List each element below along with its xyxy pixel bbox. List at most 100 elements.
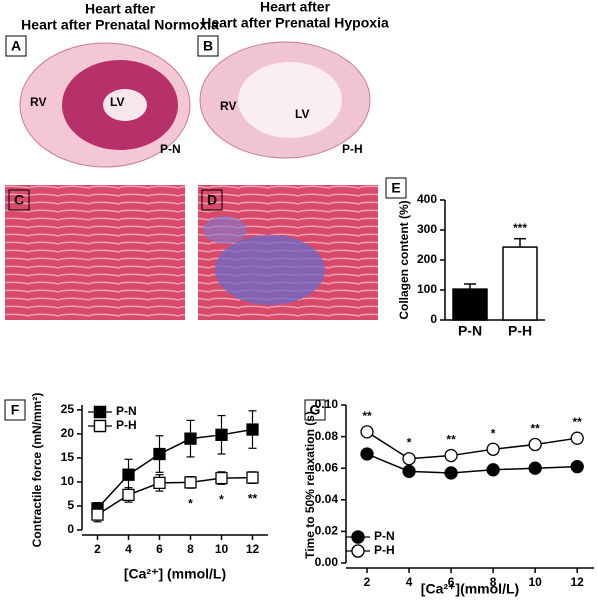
y-tick-label: 0 xyxy=(430,312,437,326)
data-point xyxy=(91,508,104,521)
x-tick-label: 2 xyxy=(364,575,371,589)
data-point xyxy=(402,452,416,466)
data-point xyxy=(528,437,542,452)
bar xyxy=(502,246,538,321)
series-line xyxy=(96,428,253,509)
x-tick-label: P-H xyxy=(508,323,532,339)
data-point xyxy=(360,447,374,461)
panel-letter: G xyxy=(310,402,321,418)
x-tick-label: 6 xyxy=(448,575,455,589)
region-label: LV xyxy=(110,95,124,109)
x-tick-label: 8 xyxy=(490,575,497,589)
ventricle xyxy=(238,62,342,138)
x-tick-label: P-N xyxy=(458,323,482,339)
group-label: P-N xyxy=(160,142,181,156)
ventricle xyxy=(103,89,147,121)
y-tick-label: 100 xyxy=(417,282,437,296)
panel-letter: C xyxy=(14,192,24,208)
x-tick-label: 10 xyxy=(215,542,229,556)
data-point xyxy=(184,476,197,489)
x-tick-label: 2 xyxy=(94,542,101,556)
panel-letter-box xyxy=(197,35,219,57)
panel-letter: B xyxy=(203,38,213,54)
legend-label: P-N xyxy=(116,404,137,418)
panel-letter-box xyxy=(385,177,407,199)
significance: ** xyxy=(248,492,258,506)
x-tick-label: 10 xyxy=(528,575,542,589)
x-tick-label: 4 xyxy=(406,575,413,589)
y-axis-label: Contractile force (mN/mm²) xyxy=(30,393,44,548)
x-axis-label: [Ca²⁺] (mmol/L) xyxy=(124,566,226,582)
panel-b: Heart after Heart after Prenatal Hypoxia… xyxy=(197,0,389,159)
panel-letter-box xyxy=(5,35,27,57)
significance: * xyxy=(219,492,224,506)
fibrosis-area xyxy=(203,216,247,244)
panel-letter: D xyxy=(207,192,217,208)
y-tick-label: 20 xyxy=(61,426,75,440)
data-point xyxy=(486,442,500,456)
data-point xyxy=(528,461,542,475)
x-tick-label: 8 xyxy=(187,542,194,556)
data-point xyxy=(444,448,458,463)
legend-marker xyxy=(351,530,365,544)
y-tick-label: 0.10 xyxy=(315,397,339,411)
region-label: LV xyxy=(295,107,309,121)
y-tick-label: 0.06 xyxy=(315,460,339,474)
panel-letter: E xyxy=(391,180,400,196)
data-point xyxy=(570,431,584,445)
panel-letter-box xyxy=(8,189,30,211)
y-tick-label: 10 xyxy=(61,474,75,488)
x-tick-label: 12 xyxy=(571,575,585,589)
legend-marker xyxy=(93,419,107,433)
panel-a: Heart after Heart after Prenatal Normoxi… xyxy=(5,1,219,168)
panel-letter-box xyxy=(4,399,26,421)
significance: * xyxy=(407,436,412,450)
data-point xyxy=(153,476,166,490)
data-point xyxy=(215,428,228,441)
significance: * xyxy=(188,496,193,510)
data-point xyxy=(122,468,135,481)
y-tick-label: 0 xyxy=(67,522,74,536)
legend-label: P-H xyxy=(116,418,137,432)
legend-label: P-H xyxy=(374,543,395,557)
significance: ** xyxy=(446,433,456,447)
panel-d: D xyxy=(198,185,378,320)
legend-marker xyxy=(93,405,107,419)
panel-title: Heart after Prenatal Normoxia xyxy=(21,17,219,33)
panel-letter-box xyxy=(201,189,223,211)
panel-title: Heart after xyxy=(260,0,331,15)
series-line xyxy=(366,431,578,460)
x-tick-label: 6 xyxy=(156,542,163,556)
significance: ** xyxy=(362,409,372,423)
x-axis-label: [Ca²⁺](mmol/L) xyxy=(421,581,519,597)
legend-label: P-N xyxy=(374,529,395,543)
data-point xyxy=(215,471,228,485)
y-tick-label: 0.04 xyxy=(315,492,339,506)
significance: *** xyxy=(513,221,527,235)
data-point xyxy=(444,466,458,480)
data-point xyxy=(153,447,166,461)
panel-letter: F xyxy=(11,402,20,418)
y-tick-label: 200 xyxy=(417,252,437,266)
y-tick-label: 0.08 xyxy=(315,429,339,443)
data-point xyxy=(570,459,584,474)
y-tick-label: 5 xyxy=(67,498,74,512)
y-axis-label: Collagen content (%) xyxy=(397,200,411,319)
panel-letter-box xyxy=(304,399,326,421)
panel-title: Heart after Prenatal Hypoxia xyxy=(201,15,389,31)
y-tick-label: 0.02 xyxy=(315,524,339,538)
y-tick-label: 15 xyxy=(61,450,75,464)
bar xyxy=(452,288,488,321)
y-tick-label: 300 xyxy=(417,222,437,236)
group-label: P-H xyxy=(342,142,363,156)
histology-image xyxy=(5,185,185,320)
significance: ** xyxy=(573,415,583,429)
data-point xyxy=(246,423,259,436)
panel-c: C xyxy=(5,185,185,320)
data-point xyxy=(122,488,135,502)
data-point xyxy=(184,432,197,445)
y-tick-label: 400 xyxy=(417,192,437,206)
panel-letter: A xyxy=(11,38,21,54)
